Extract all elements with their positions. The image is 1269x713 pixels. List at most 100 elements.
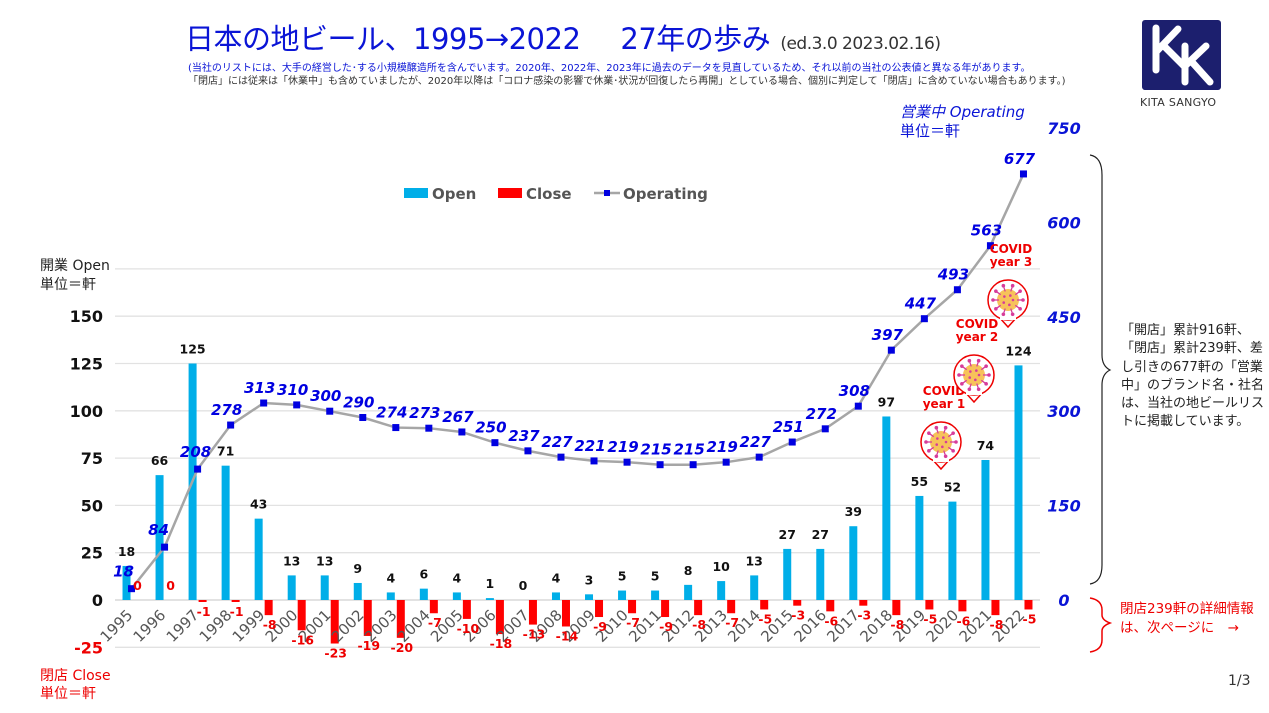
operating-value-label: 290: [343, 393, 374, 411]
left-tick-label: 25: [81, 544, 103, 563]
left-tick-label: 50: [81, 496, 103, 515]
legend: Open Close Operating: [404, 185, 708, 203]
close-value-label: -23: [324, 646, 347, 661]
open-bar: [1014, 365, 1023, 600]
close-bar: [264, 600, 273, 616]
right-tick-label: 150: [1047, 497, 1080, 516]
operating-value-label: 221: [574, 437, 605, 455]
close-value-label: -20: [391, 640, 414, 655]
open-bar: [783, 548, 792, 600]
close-bar: [495, 600, 504, 635]
close-bars: [198, 600, 1033, 644]
close-bar: [826, 600, 835, 612]
covid-label-line2: year 3: [990, 255, 1033, 269]
operating-value-label: 273: [409, 404, 440, 422]
operating-point: [425, 424, 433, 432]
page-number: 1/3: [1228, 673, 1251, 689]
open-value-label: 8: [684, 563, 693, 578]
close-axis-unit-label: 単位＝軒: [40, 686, 96, 702]
operating-point: [590, 457, 598, 465]
left-axis-unit-label: 単位＝軒: [40, 277, 96, 293]
open-bar: [254, 518, 263, 600]
right-tick-label: 300: [1047, 402, 1080, 421]
legend-close-swatch: [498, 188, 522, 198]
operating-point: [524, 447, 532, 455]
close-value-label: -5: [1023, 611, 1037, 626]
operating-point: [326, 407, 334, 415]
covid-label-line1: COVID: [956, 317, 998, 331]
operating-point: [359, 413, 367, 421]
operating-point: [986, 242, 994, 250]
close-axis-title: 閉店 Close: [40, 668, 111, 684]
open-value-label: 18: [118, 544, 135, 559]
operating-point: [1019, 170, 1027, 178]
open-bar: [353, 582, 362, 600]
close-value-label: -1: [230, 604, 244, 619]
page-title: 日本の地ビール、1995→2022 27年の歩み (ed.3.0 2023.02.1…: [185, 16, 941, 58]
operating-brace: [1089, 154, 1112, 585]
close-value-label: -13: [523, 627, 546, 642]
operating-value-label: 267: [442, 408, 474, 426]
operating-point: [623, 458, 631, 466]
operating-point: [722, 458, 730, 466]
close-bar: [462, 600, 471, 619]
operating-point: [821, 425, 829, 433]
open-value-label: 52: [944, 480, 961, 495]
operating-value-label: 278: [211, 401, 242, 419]
virus-icon: [953, 354, 995, 404]
open-bar: [816, 548, 825, 600]
open-value-label: 6: [419, 567, 428, 582]
open-value-label: 4: [552, 570, 561, 585]
open-bar: [882, 416, 891, 600]
operating-point: [953, 286, 961, 294]
open-value-label: 5: [618, 569, 627, 584]
legend-close-label: Close: [526, 185, 572, 203]
close-value-label: -6: [956, 613, 970, 628]
operating-value-label: 219: [707, 438, 738, 456]
open-value-label: 66: [151, 453, 169, 468]
operating-line-path: [130, 173, 1025, 590]
close-bar: [892, 600, 901, 616]
right-axis-title: 営業中 Operating: [900, 103, 1025, 121]
open-bar: [452, 592, 461, 600]
operating-value-label: 251: [773, 418, 804, 436]
operating-value-label: 219: [607, 438, 638, 456]
title-main: 日本の地ビール、1995→2022: [185, 22, 581, 56]
operating-value-label: 18: [113, 563, 134, 581]
note-line-1: (当社のリストには、大手の経営した･する小規模醸造所を含んでいます。2020年、…: [188, 63, 1031, 74]
open-bar: [320, 575, 329, 600]
edition-label: (ed.3.0 2023.02.16): [780, 34, 941, 54]
operating-point: [227, 421, 235, 429]
close-value-label: -10: [457, 621, 480, 636]
left-tick-label: 100: [70, 402, 103, 421]
close-bar: [760, 600, 769, 610]
close-value-label: -3: [857, 608, 871, 623]
operating-point: [161, 543, 169, 551]
open-value-label: 55: [911, 474, 928, 489]
open-value-label: 0: [519, 578, 528, 593]
close-bar: [561, 600, 570, 627]
close-value-label: -7: [428, 615, 442, 630]
open-bar: [551, 592, 560, 600]
close-value-label: -7: [725, 615, 739, 630]
open-bar: [155, 475, 164, 600]
open-bar: [386, 592, 395, 600]
operating-point: [557, 453, 565, 461]
open-bar: [585, 594, 594, 600]
operating-value-label: 310: [277, 381, 308, 399]
close-detail-note[interactable]: 閉店239軒の詳細情報は、次ページに →: [1120, 601, 1254, 636]
title-sub: 27年の歩み: [620, 22, 771, 56]
operating-value-label: 447: [904, 295, 937, 313]
close-bar: [231, 600, 240, 602]
close-bar: [396, 600, 405, 638]
operating-point: [491, 439, 499, 447]
operating-value-label: 250: [475, 419, 506, 437]
open-bar: [948, 501, 957, 600]
covid-label-line2: year 2: [956, 330, 999, 344]
open-value-label: 97: [878, 394, 895, 409]
close-value-label: -8: [263, 617, 277, 632]
right-tick-label: 0: [1058, 591, 1069, 610]
left-tick-label: 150: [70, 307, 103, 326]
open-bar: [651, 590, 660, 600]
